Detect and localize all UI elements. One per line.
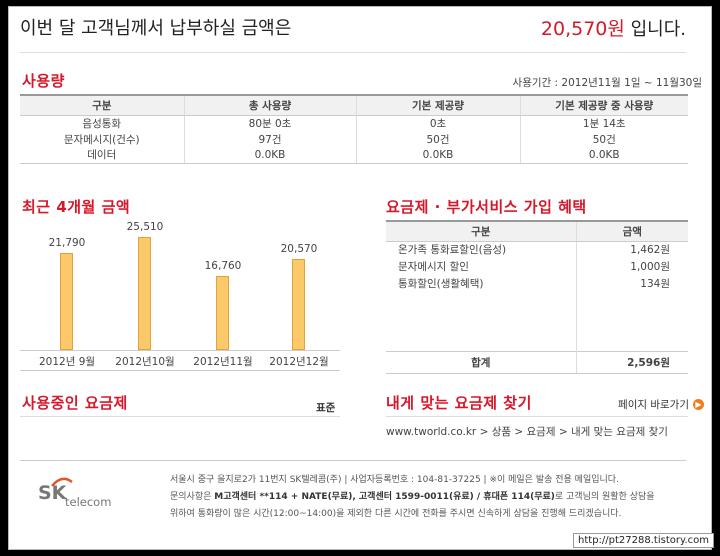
footer-contact: M고객센터 **114 + NATE(무료), 고객센터 1599-0011(유… [214, 492, 555, 502]
benefit-col-header: 금액 [575, 220, 688, 242]
find-plan-path[interactable]: www.tworld.co.kr > 상품 > 요금제 > 내게 맞는 요금제 … [386, 426, 668, 438]
plan-value: 표준 [316, 402, 336, 414]
table-cell: 1,000원 [575, 258, 688, 275]
page-shortcut-link[interactable]: 페이지 바로가기 ▶ [618, 397, 704, 412]
plan-title: 사용중인 요금제 [22, 394, 128, 412]
bill-header: 이번 달 고객님께서 납부하실 금액은 20,570원 입니다. [20, 14, 686, 50]
chart-baseline [20, 350, 340, 351]
header-amount-wrap: 20,570원 입니다. [541, 14, 686, 41]
benefit-header-row: 구분 금액 [386, 220, 688, 242]
header-suffix: 입니다. [630, 19, 686, 40]
table-row: 통화할인(생활혜택) 134원 [386, 275, 688, 292]
chart-bar [292, 258, 305, 350]
table-cell: 데이터 [20, 147, 184, 164]
usage-col-header: 기본 제공량 중 사용량 [519, 94, 688, 116]
header-divider [20, 52, 686, 53]
header-intro: 이번 달 고객님께서 납부하실 금액은 [20, 18, 292, 39]
table-cell: 134원 [575, 275, 688, 292]
table-cell: 50건 [355, 131, 520, 147]
table-cell: 문자메시지(건수) [63, 133, 140, 146]
usage-col-header: 구분 [20, 94, 184, 116]
find-plan-title: 내게 맞는 요금제 찾기 [386, 394, 532, 412]
chart-value-label: 16,760 [204, 259, 242, 272]
benefit-col-header: 구분 [386, 220, 576, 242]
footer-line-2a: 문의사항은 [170, 492, 215, 502]
table-cell: 50건 [519, 131, 688, 147]
chart-bar [60, 253, 73, 350]
table-cell: 80분 0초 [183, 115, 356, 131]
chart-category-label: 2012년10월 [115, 356, 175, 368]
usage-header-row: 구분 총 사용량 기본 제공량 기본 제공량 중 사용량 [20, 94, 688, 116]
benefit-title: 요금제 · 부가서비스 가입 혜택 [386, 198, 587, 216]
sk-telecom-logo: SK telecom [38, 476, 138, 516]
usage-title: 사용량 [22, 72, 65, 90]
page-shortcut-label: 페이지 바로가기 [618, 399, 689, 411]
table-cell: 0.0KB [519, 147, 688, 164]
recent-title: 최근 4개월 금액 [22, 198, 131, 216]
chart-category-label: 2012년 9월 [38, 356, 96, 368]
table-cell: 0.0KB [183, 147, 356, 164]
benefit-total-row: 합계 2,596원 [386, 350, 688, 374]
footer-line-1: 서울시 중구 을지로2가 11번지 SK텔레콤(주) | 사업자등록번호 : 1… [170, 475, 619, 485]
usage-col-header: 기본 제공량 [355, 94, 520, 116]
table-row: 음성통화 80분 0초 0초 1분 14초 [20, 115, 688, 131]
chart-bottom-line [20, 370, 340, 371]
chart-value-label: 21,790 [48, 237, 86, 250]
table-row: 데이터 0.0KB 0.0KB 0.0KB [20, 147, 688, 164]
footer-divider [20, 460, 686, 461]
table-row: 문자메시지 할인 1,000원 [386, 258, 688, 275]
usage-col-header: 총 사용량 [183, 94, 356, 116]
logo-swoosh-icon [51, 477, 73, 487]
watermark-url: http://pt27288.tistory.com [573, 533, 714, 548]
benefit-table: 구분 금액 온가족 통화료할인(음성) 1,462원 문자메시지 할인 1,00… [386, 220, 688, 374]
table-cell: 1분 14초 [519, 115, 688, 131]
chart-bar [216, 275, 229, 350]
recent-amount-chart: 21,790 2012년 9월 25,510 2012년10월 16,760 2012년1… [20, 220, 340, 371]
chart-category-label: 2012년12월 [269, 356, 329, 368]
total-label: 합계 [386, 350, 576, 374]
usage-period: 사용기간 : 2012년11월 1일 ~ 11월30일 [512, 77, 702, 89]
table-cell: 음성통화 [82, 117, 122, 130]
footer-info: 서울시 중구 을지로2가 11번지 SK텔레콤(주) | 사업자등록번호 : 1… [170, 472, 655, 523]
table-spacer-row [386, 292, 688, 351]
chart-category-label: 2012년11월 [193, 356, 253, 368]
table-cell: 문자메시지 할인 [398, 261, 469, 273]
chart-value-label: 25,510 [126, 220, 164, 233]
chart-value-label: 20,570 [280, 242, 318, 255]
table-cell: 97건 [183, 131, 356, 147]
table-cell: 온가족 통화료할인(음성) [398, 244, 507, 257]
find-divider [386, 416, 688, 417]
logo-telecom-text: telecom [65, 495, 112, 509]
total-value: 2,596원 [575, 350, 688, 374]
logo-sk-text: SK [38, 482, 67, 504]
table-cell: 통화할인(생활혜택) [398, 278, 484, 290]
arrow-right-icon: ▶ [693, 399, 704, 410]
table-cell: 1,462원 [575, 241, 688, 258]
chart-bar [138, 236, 151, 350]
footer-line-2c: 로 고객님의 원활한 상담을 [554, 492, 655, 502]
table-row: 문자메시지(건수) 97건 50건 50건 [20, 131, 688, 147]
total-amount: 20,570원 [540, 18, 625, 40]
footer-line-3: 위하여 통화량이 많은 시간(12:00~14:00)을 제외한 다른 시간에 … [170, 509, 622, 519]
table-cell: 0.0KB [355, 147, 520, 164]
table-row: 온가족 통화료할인(음성) 1,462원 [386, 241, 688, 258]
footer-line-2: 문의사항은 M고객센터 **114 + NATE(무료), 고객센터 1599-… [170, 489, 655, 506]
plan-divider [20, 416, 340, 417]
usage-table: 구분 총 사용량 기본 제공량 기본 제공량 중 사용량 음성통화 80분 0초… [20, 94, 688, 164]
table-cell: 0초 [355, 115, 520, 131]
